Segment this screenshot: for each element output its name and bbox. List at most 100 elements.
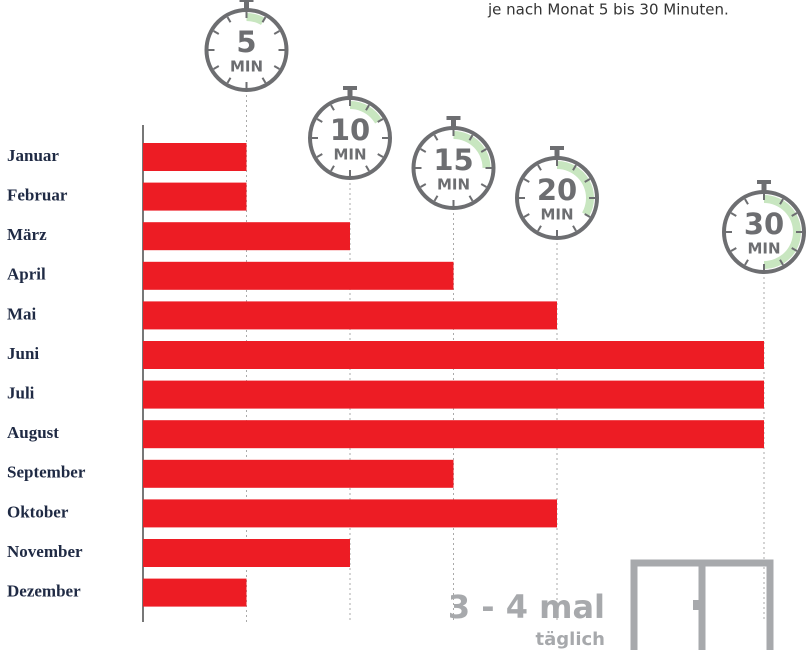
- y-tick-label: Februar: [7, 186, 68, 205]
- bar: [143, 420, 764, 449]
- window-icon: [630, 559, 774, 650]
- x-tick-label: 30: [744, 207, 784, 241]
- timer-tick: [537, 225, 542, 232]
- x-tick-label: 15: [433, 143, 473, 177]
- timer-tick: [365, 104, 370, 111]
- timer-tick: [779, 198, 784, 205]
- timer-tick: [523, 178, 530, 183]
- timer-tick: [420, 183, 427, 188]
- y-tick-label: Januar: [7, 146, 59, 165]
- timer-tick: [377, 118, 384, 123]
- timer-inner: [217, 21, 276, 79]
- timer-crown-cap: [550, 146, 564, 150]
- timer-crown: [761, 183, 767, 192]
- bar: [143, 222, 350, 251]
- timer-tick: [213, 30, 220, 35]
- footer-title: 3 - 4 mal: [448, 588, 605, 626]
- timer-tick: [433, 134, 439, 141]
- timer-tick: [584, 213, 591, 218]
- bar: [143, 539, 350, 567]
- timer-tick: [468, 134, 474, 141]
- timer-tick: [744, 198, 749, 205]
- timer-tick: [779, 259, 784, 266]
- footer-subtitle: täglich: [536, 629, 605, 650]
- bar: [143, 459, 454, 488]
- y-tick-label: Juli: [7, 384, 35, 403]
- x-tick-label: 5: [236, 25, 256, 59]
- timer-tick: [480, 183, 487, 188]
- timer-tick: [213, 65, 220, 70]
- timer-tick: [433, 195, 439, 202]
- y-tick-label: Dezember: [7, 582, 81, 601]
- y-tick-label: Oktober: [7, 502, 69, 521]
- tick-unit: MIN: [230, 58, 263, 76]
- timer-crown: [244, 1, 249, 10]
- timer-inner: [528, 169, 586, 227]
- bar: [143, 578, 247, 607]
- bar: [143, 182, 247, 211]
- y-tick-label: Mai: [7, 304, 37, 323]
- timer-inner: [424, 139, 483, 197]
- timer-tick: [330, 104, 335, 111]
- timer-crown-cap: [757, 180, 771, 184]
- x-tick-label: 10: [330, 113, 370, 147]
- timer-crown: [451, 119, 456, 128]
- timer-tick: [316, 118, 323, 123]
- y-tick-label: September: [7, 463, 86, 482]
- timer-crown-cap: [239, 0, 254, 2]
- timer-tick: [791, 247, 798, 252]
- timer-tick: [468, 195, 474, 202]
- timer-tick: [791, 212, 798, 217]
- timer-tick: [537, 164, 542, 171]
- tick-unit: MIN: [747, 240, 780, 258]
- timer-crown-cap: [446, 116, 461, 120]
- timer-tick: [572, 164, 577, 171]
- bar: [143, 301, 557, 330]
- timer-inner: [321, 109, 379, 167]
- timer-tick: [572, 225, 577, 232]
- bar: [143, 341, 764, 369]
- timer-tick: [420, 148, 427, 153]
- timer-tick: [365, 165, 370, 172]
- y-tick-label: März: [7, 225, 47, 244]
- timer-tick: [330, 165, 335, 172]
- y-tick-label: Juni: [7, 344, 39, 363]
- window-handle: [693, 600, 699, 610]
- tick-unit: MIN: [437, 176, 470, 194]
- timer-tick: [730, 212, 737, 217]
- timer-tick: [523, 213, 530, 218]
- timer-tick: [480, 148, 487, 153]
- y-tick-label: April: [7, 265, 46, 284]
- timer-tick: [261, 16, 267, 23]
- timer-tick: [273, 30, 280, 35]
- bar: [143, 143, 247, 171]
- timer-tick: [377, 153, 384, 158]
- subtitle: je nach Monat 5 bis 30 Minuten.: [487, 1, 729, 19]
- timer-tick: [226, 16, 232, 23]
- tick-unit: MIN: [540, 206, 573, 224]
- x-tick-label: 20: [537, 173, 577, 207]
- timer-tick: [261, 77, 267, 84]
- timer-tick: [226, 77, 232, 84]
- timer-crown: [347, 89, 353, 98]
- timer-tick: [744, 259, 749, 266]
- timer-tick: [730, 247, 737, 252]
- bar: [143, 380, 764, 409]
- bar: [143, 499, 557, 528]
- y-tick-label: November: [7, 542, 83, 561]
- timer-tick: [584, 178, 591, 183]
- timer-crown: [554, 149, 560, 158]
- timer-tick: [273, 65, 280, 70]
- bar: [143, 261, 454, 290]
- timer-crown-cap: [343, 86, 357, 90]
- y-tick-label: August: [7, 423, 59, 442]
- timer-inner: [735, 203, 793, 261]
- timer-tick: [316, 153, 323, 158]
- tick-unit: MIN: [333, 146, 366, 164]
